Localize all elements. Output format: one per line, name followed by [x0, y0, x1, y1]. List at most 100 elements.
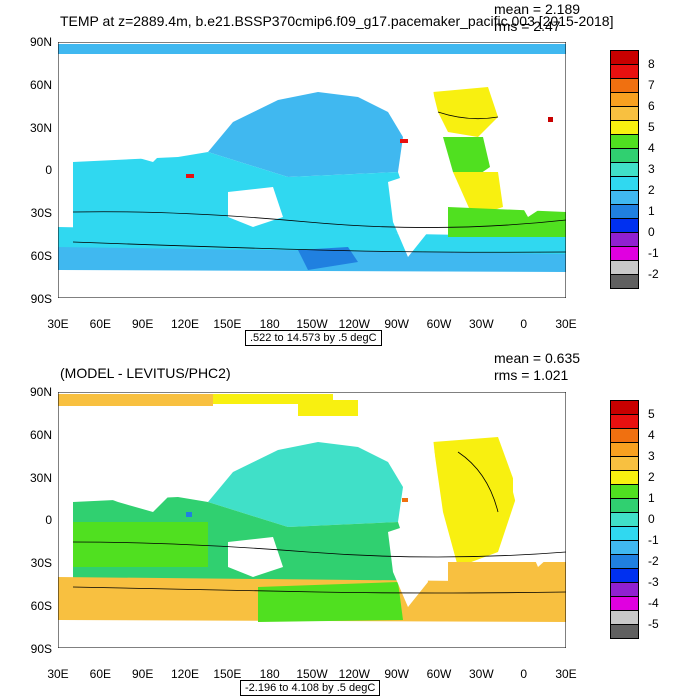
- hotspot-1: [402, 498, 408, 502]
- top-range-label: .522 to 14.573 by .5 degC: [245, 330, 382, 346]
- top-colorbar-label-9: -1: [648, 246, 659, 260]
- top-x-tick-11: 0: [520, 317, 527, 331]
- bottom-difference-map: [58, 392, 566, 648]
- hotspot-3: [548, 117, 553, 122]
- top-x-tick-10: 30W: [468, 317, 494, 331]
- land-eurasia: [58, 412, 178, 512]
- bottom-colorbar-box-13: [610, 582, 639, 597]
- atlantic-region: [433, 437, 518, 567]
- land-africa: [513, 452, 566, 567]
- top-y-tick-4: 30S: [30, 206, 52, 220]
- bottom-colorbar-box-2: [610, 428, 639, 443]
- bottom-colorbar-label-6: -1: [648, 533, 659, 547]
- top-x-tick-5: 180: [259, 317, 280, 331]
- bottom-rms-label: rms = 1.021: [494, 367, 569, 383]
- top-mean-label: mean = 2.189: [494, 1, 581, 17]
- north-pacific-region: [208, 442, 403, 527]
- bottom-colorbar-box-14: [610, 596, 639, 611]
- top-colorbar-label-3: 5: [648, 120, 655, 134]
- bottom-y-tick-0: 90N: [29, 385, 52, 399]
- hotspot-1: [186, 174, 194, 178]
- bottom-colorbar-label-1: 4: [648, 428, 655, 442]
- bottom-range-label: -2.196 to 4.108 by .5 degC: [240, 680, 381, 696]
- top-colorbar-box-14: [610, 246, 639, 261]
- top-x-tick-8: 90W: [384, 317, 409, 331]
- hotspot-2: [400, 139, 408, 143]
- top-colorbar-box-5: [610, 120, 639, 135]
- south-atlantic-region: [448, 562, 566, 587]
- top-colorbar-label-7: 1: [648, 204, 655, 218]
- top-colorbar-box-15: [610, 260, 639, 275]
- top-colorbar-label-5: 3: [648, 162, 655, 176]
- top-x-tick-7: 120W: [338, 317, 370, 331]
- land-south-america: [388, 172, 428, 257]
- southern-deep-region: [298, 247, 358, 270]
- top-x-tick-9: 60W: [426, 317, 452, 331]
- contour-line-2: [72, 586, 566, 594]
- top-x-tick-0: 30E: [47, 317, 69, 331]
- bottom-y-tick-6: 90S: [30, 642, 52, 656]
- bottom-colorbar-box-15: [610, 610, 639, 625]
- bottom-panel-title: (MODEL - LEVITUS/PHC2): [60, 365, 231, 381]
- top-panel: TEMP at z=2889.4m, b.e21.BSSP370cmip6.f0…: [29, 1, 659, 346]
- land-americas: [403, 72, 438, 172]
- bottom-colorbar-box-9: [610, 526, 639, 541]
- arctic-region: [58, 394, 213, 406]
- top-colorbar-box-6: [610, 134, 639, 149]
- bottom-x-tick-7: 120W: [338, 667, 370, 681]
- top-colorbar-box-9: [610, 176, 639, 191]
- bottom-colorbar-label-8: -3: [648, 575, 659, 589]
- land-antarctica: [58, 280, 566, 298]
- bottom-x-tick-4: 150E: [213, 667, 242, 681]
- bottom-y-tick-1: 60N: [29, 428, 52, 442]
- top-x-tick-4: 150E: [213, 317, 242, 331]
- bottom-colorbar-box-10: [610, 540, 639, 555]
- top-colorbar-box-3: [610, 92, 639, 107]
- bottom-colorbar-label-10: -5: [648, 617, 659, 631]
- top-x-tick-6: 150W: [296, 317, 328, 331]
- bottom-x-tick-9: 60W: [426, 667, 452, 681]
- coldspot-1: [186, 512, 192, 517]
- contour-line-3: [437, 111, 499, 120]
- bottom-panel: (MODEL - LEVITUS/PHC2) mean = 0.635 rms …: [0, 350, 700, 700]
- bottom-colorbar-label-4: 1: [648, 491, 655, 505]
- bottom-colorbar-label-3: 2: [648, 470, 655, 484]
- top-colorbar-box-7: [610, 148, 639, 163]
- contour-line-1: [72, 211, 566, 228]
- top-x-tick-12: 30E: [555, 317, 577, 331]
- bottom-colorbar-box-8: [610, 512, 639, 527]
- bottom-colorbar-box-16: [610, 624, 639, 639]
- arctic-region-2: [213, 394, 333, 404]
- top-y-tick-0: 90N: [29, 35, 52, 49]
- land-south-america: [388, 522, 428, 607]
- bottom-colorbar-label-2: 3: [648, 449, 655, 463]
- top-panel-title: TEMP at z=2889.4m, b.e21.BSSP370cmip6.f0…: [60, 13, 614, 29]
- bottom-mean-label: mean = 0.635: [494, 350, 581, 366]
- north-atlantic-region: [433, 87, 498, 137]
- south-atlantic-region: [448, 207, 566, 237]
- bottom-x-tick-5: 180: [259, 667, 280, 681]
- top-colorbar-box-4: [610, 106, 639, 121]
- top-y-tick-5: 60S: [30, 249, 52, 263]
- bottom-y-tick-2: 30N: [29, 471, 52, 485]
- bottom-colorbar-label-9: -4: [648, 596, 659, 610]
- top-colorbar-box-10: [610, 190, 639, 205]
- bottom-colorbar-box-5: [610, 470, 639, 485]
- land-africa: [498, 102, 566, 217]
- top-colorbar-box-0: [610, 50, 639, 65]
- bottom-colorbar-box-0: [610, 400, 639, 415]
- bottom-y-tick-3: 0: [45, 513, 52, 527]
- bottom-colorbar-label-7: -2: [648, 554, 659, 568]
- top-colorbar-box-2: [610, 78, 639, 93]
- bottom-colorbar-label-0: 5: [648, 407, 655, 421]
- top-colorbar-box-12: [610, 218, 639, 233]
- tropical-atlantic-region: [453, 172, 503, 217]
- top-x-tick-3: 120E: [170, 317, 200, 331]
- land-americas: [403, 422, 438, 522]
- top-colorbar-label-0: 8: [648, 57, 655, 71]
- land-australia: [228, 537, 283, 577]
- top-temperature-map: [58, 42, 566, 298]
- southern-pacific-region: [258, 582, 403, 622]
- bottom-colorbar-box-11: [610, 554, 639, 569]
- bottom-x-tick-8: 90W: [384, 667, 409, 681]
